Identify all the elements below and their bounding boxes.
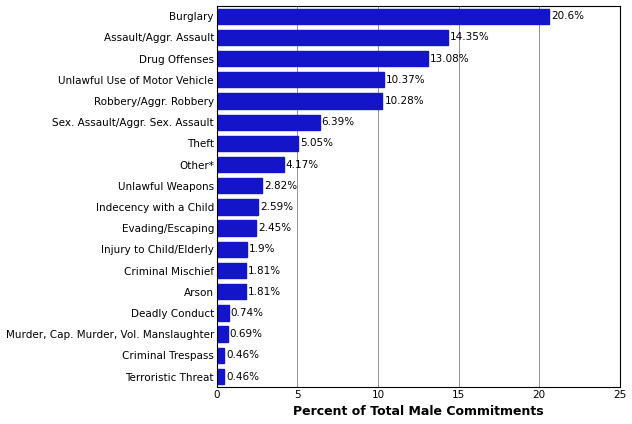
Bar (217, 157, 284, 172)
Text: 10.37%: 10.37% (386, 75, 425, 85)
Bar (217, 114, 320, 130)
Bar (217, 30, 448, 45)
Text: 0.74%: 0.74% (231, 308, 264, 318)
Text: 2.82%: 2.82% (264, 181, 297, 191)
Bar (217, 220, 256, 236)
Text: 6.39%: 6.39% (322, 117, 355, 127)
Text: 1.9%: 1.9% (249, 244, 276, 254)
Bar (217, 284, 246, 299)
Bar (217, 51, 428, 66)
Bar (217, 263, 246, 278)
Text: 1.81%: 1.81% (248, 287, 281, 297)
Text: 1.81%: 1.81% (248, 265, 281, 276)
Text: 2.59%: 2.59% (260, 202, 293, 212)
Text: 2.45%: 2.45% (258, 223, 291, 233)
Text: 20.6%: 20.6% (551, 11, 584, 21)
X-axis label: Percent of Total Male Commitments: Percent of Total Male Commitments (293, 405, 544, 418)
Bar (217, 369, 224, 384)
Text: 0.46%: 0.46% (226, 371, 259, 382)
Bar (217, 93, 382, 109)
Bar (217, 348, 224, 363)
Text: 0.69%: 0.69% (230, 329, 263, 339)
Bar (217, 72, 384, 87)
Bar (217, 199, 258, 215)
Text: 14.35%: 14.35% (450, 32, 490, 42)
Text: 0.46%: 0.46% (226, 350, 259, 360)
Text: 5.05%: 5.05% (300, 138, 333, 148)
Bar (217, 305, 229, 321)
Bar (217, 242, 247, 257)
Bar (217, 136, 298, 151)
Bar (217, 178, 262, 193)
Text: 4.17%: 4.17% (286, 159, 319, 170)
Bar (217, 326, 228, 342)
Bar (217, 8, 549, 24)
Text: 13.08%: 13.08% (430, 53, 469, 64)
Text: 10.28%: 10.28% (384, 96, 424, 106)
